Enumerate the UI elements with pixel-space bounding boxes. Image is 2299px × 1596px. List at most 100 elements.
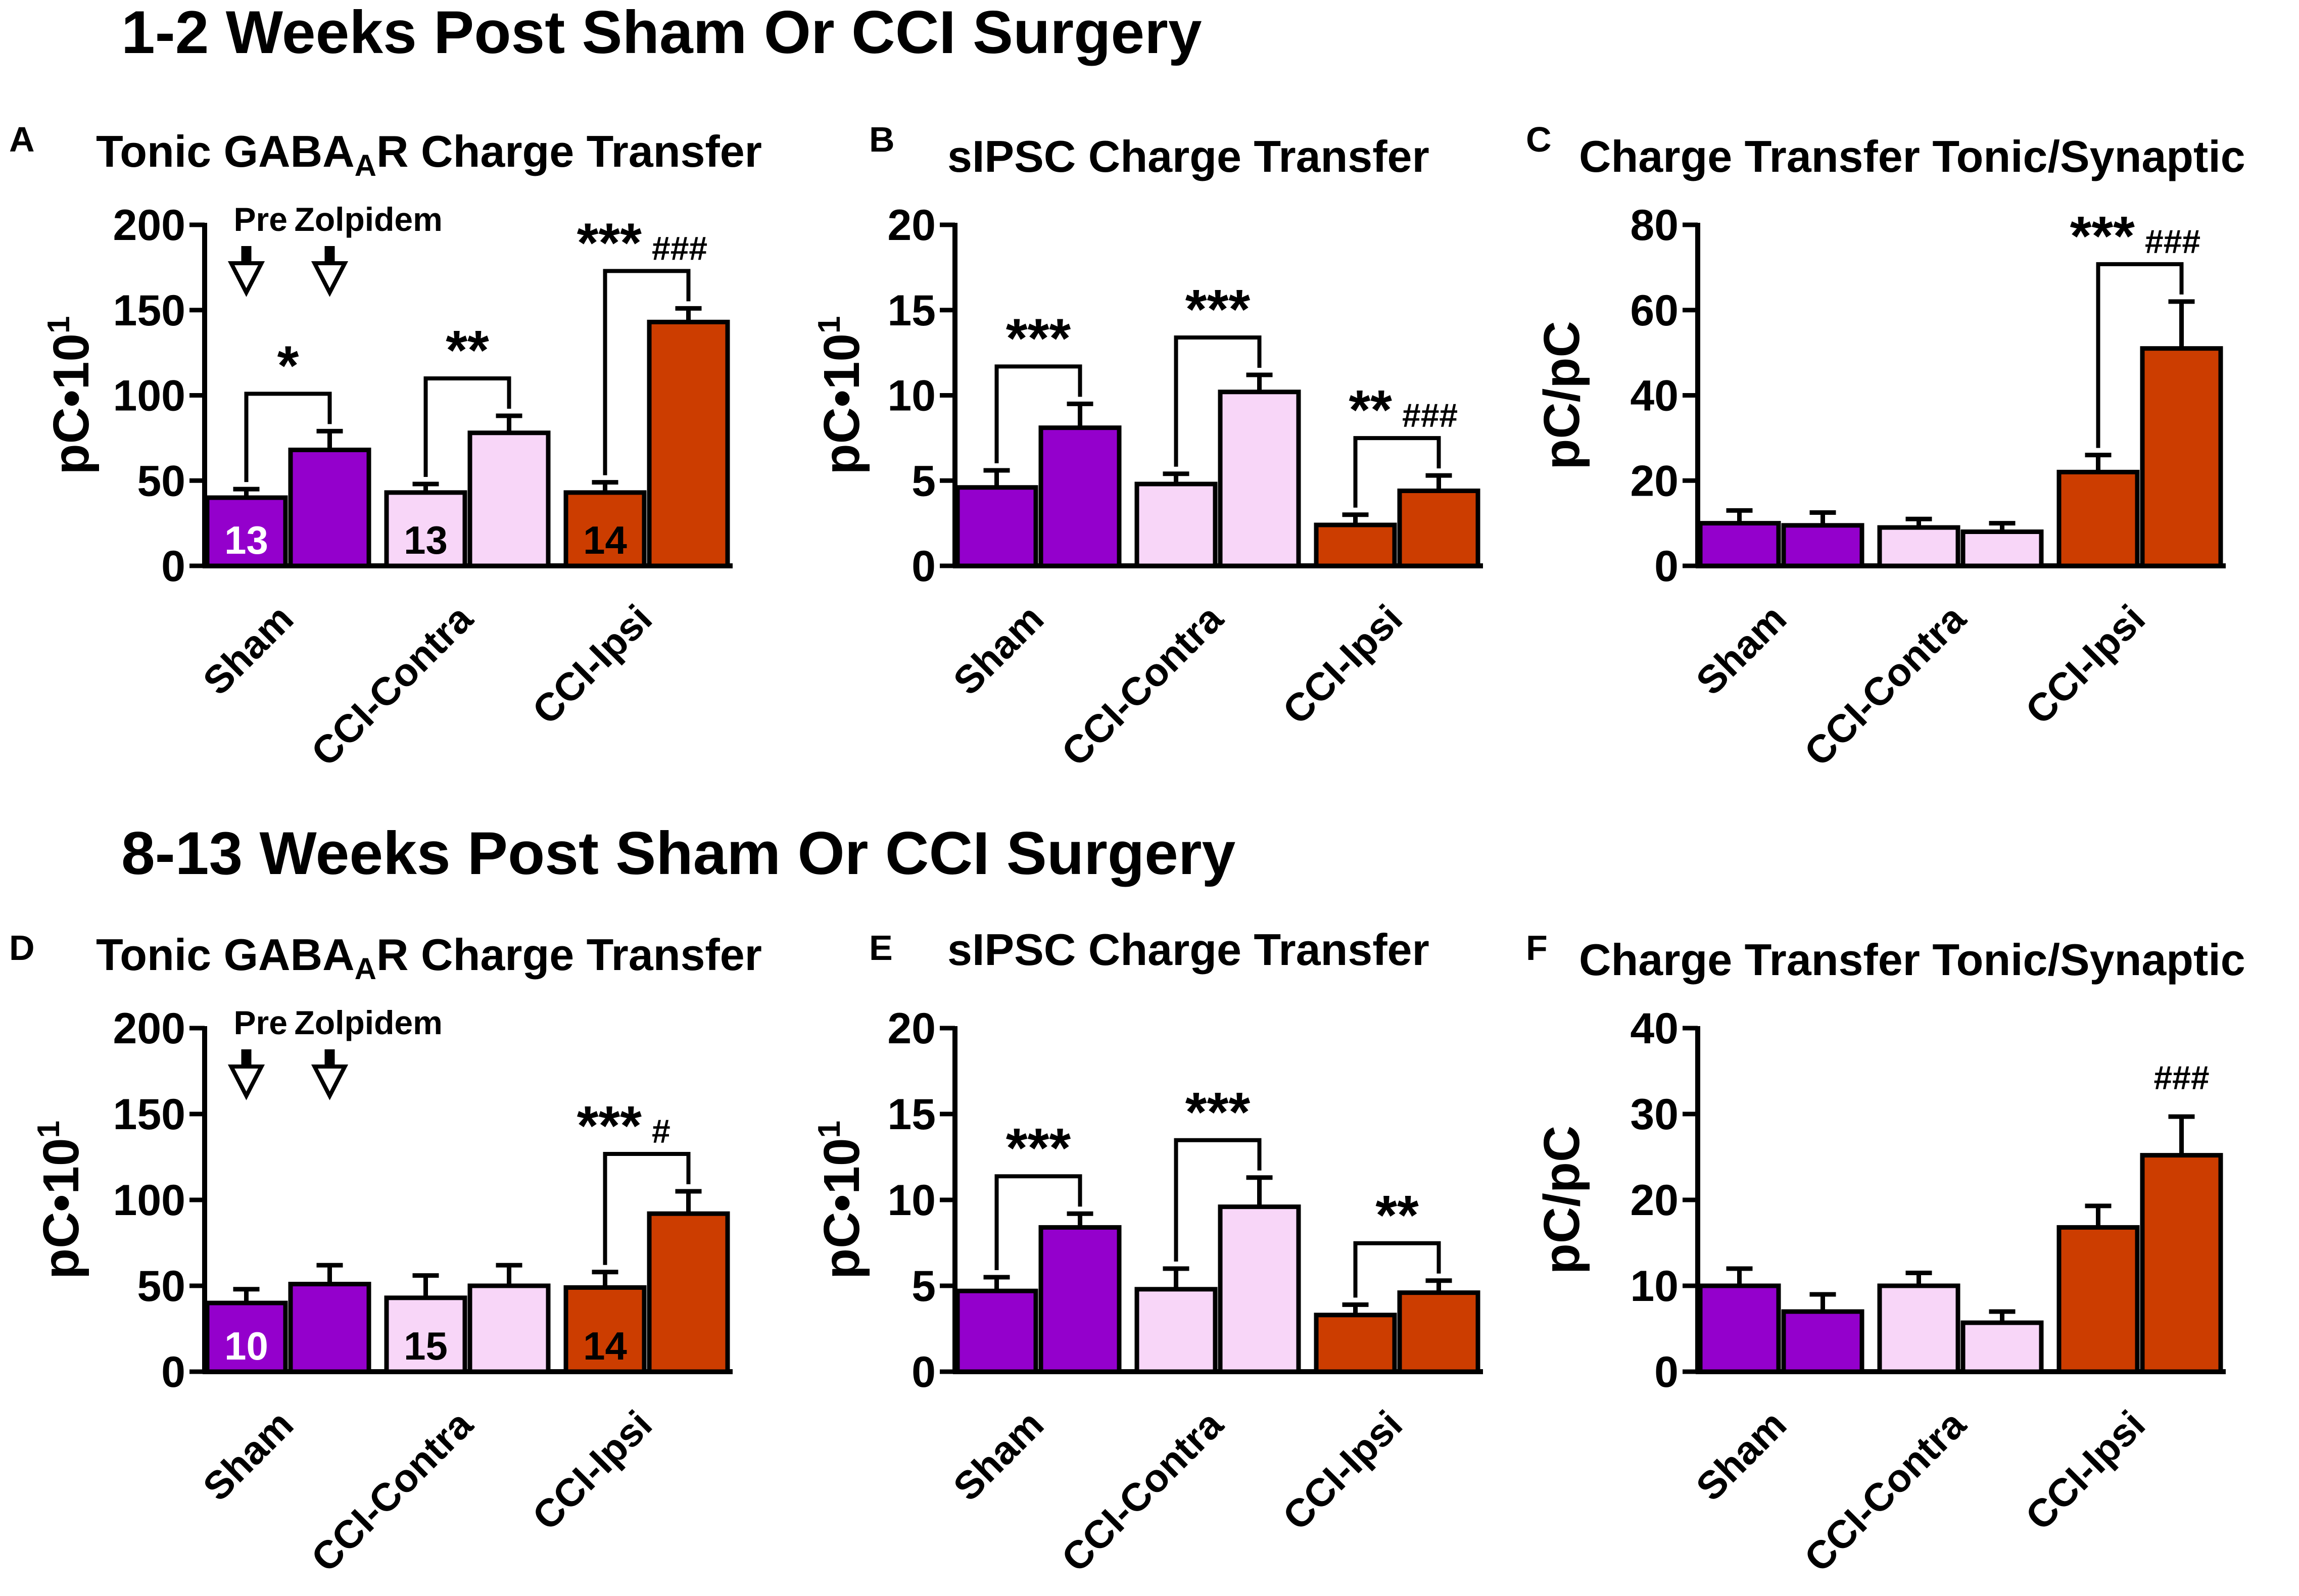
category-label: Sham bbox=[1688, 1402, 1795, 1509]
y-axis-label-superscript: 1 bbox=[41, 316, 76, 333]
panel-c: C Charge Transfer Tonic/Synaptic pC/pC 0 20 4… bbox=[1526, 120, 2245, 775]
y-axis-label-superscript: 1 bbox=[31, 1121, 66, 1138]
y-tick-label: 40 bbox=[1630, 1004, 1679, 1053]
section-title-bottom: 8-13 Weeks Post Sham Or CCI Surgery bbox=[121, 819, 1236, 887]
category-label: Sham bbox=[1688, 596, 1795, 703]
panel-title: Charge Transfer Tonic/Synaptic bbox=[1579, 935, 2245, 985]
panel-title: sIPSC Charge Transfer bbox=[947, 131, 1429, 181]
bar-cci-ipsi-pre bbox=[563, 490, 647, 568]
y-tick-label: 15 bbox=[887, 286, 936, 335]
category-label: CCI-Contra bbox=[1796, 596, 1975, 775]
y-axis-label-superscript: 1 bbox=[812, 316, 847, 333]
y-tick-label: 40 bbox=[1630, 372, 1679, 420]
arrow-stem bbox=[241, 246, 252, 262]
n-label: 15 bbox=[404, 1324, 448, 1368]
y-tick-label: 200 bbox=[113, 1004, 186, 1053]
y-axis-label: pC/pC bbox=[1534, 321, 1590, 469]
panel-letter: A bbox=[9, 120, 35, 159]
bar-cci-ipsi-zolpidem bbox=[647, 319, 730, 568]
panel-d: D Tonic GABAAR Charge TransferpC•10105010… bbox=[9, 928, 762, 1580]
y-axis-label-superscript: 1 bbox=[812, 1121, 847, 1138]
panel-title-subscript: A bbox=[355, 149, 376, 182]
y-tick-label: 15 bbox=[887, 1090, 936, 1139]
y-axis-label-main: pC•10 bbox=[43, 333, 100, 475]
panel-title-main: sIPSC Charge Transfer bbox=[947, 925, 1429, 975]
y-tick-label: 0 bbox=[1654, 1348, 1679, 1396]
y-axis-label: pC/pC bbox=[1534, 1126, 1590, 1274]
category-label: Sham bbox=[195, 596, 302, 703]
bar-cci-contra-pre bbox=[384, 1295, 467, 1374]
y-axis-label: pC•101 bbox=[812, 1121, 870, 1279]
condition-label: Pre bbox=[234, 201, 288, 238]
y-tick-label: 10 bbox=[1630, 1262, 1679, 1311]
bar-cci-contra-zolpidem bbox=[1960, 529, 2044, 568]
y-tick-label: 30 bbox=[1630, 1090, 1679, 1139]
bar-cci-ipsi-pre bbox=[2056, 1225, 2140, 1374]
panel-title: Tonic GABAAR Charge Transfer bbox=[96, 930, 762, 986]
y-tick-label: 0 bbox=[161, 542, 185, 591]
panel-title-suffix: R Charge Transfer bbox=[376, 930, 762, 980]
bar-cci-contra-pre bbox=[1877, 525, 1960, 568]
bar-sham-zolpidem bbox=[1038, 425, 1122, 568]
y-axis-label-main: pC•10 bbox=[813, 1138, 870, 1279]
panel-letter: F bbox=[1526, 928, 1548, 968]
significance-hash: ### bbox=[652, 229, 707, 267]
significance-stars: *** bbox=[1185, 1081, 1251, 1143]
panel-title: Charge Transfer Tonic/Synaptic bbox=[1579, 131, 2245, 181]
bar-sham-zolpidem bbox=[1038, 1225, 1122, 1374]
panel-title-main: Charge Transfer Tonic/Synaptic bbox=[1579, 935, 2245, 985]
condition-label: Zolpidem bbox=[295, 1004, 443, 1041]
significance-stars: *** bbox=[577, 1095, 642, 1157]
significance-stars: *** bbox=[1185, 278, 1251, 341]
significance-bracket bbox=[423, 376, 511, 477]
bar-cci-contra-pre bbox=[384, 490, 467, 568]
bar-sham-pre bbox=[955, 485, 1038, 568]
y-tick-label: 20 bbox=[1630, 1176, 1679, 1225]
category-label: CCI-Contra bbox=[303, 596, 482, 775]
bar-cci-contra-zolpidem bbox=[467, 1283, 551, 1374]
y-tick-label: 0 bbox=[912, 1348, 936, 1396]
panel-letter: B bbox=[869, 120, 895, 159]
significance-stars: * bbox=[277, 334, 299, 397]
down-arrow-icon bbox=[311, 261, 349, 297]
panel-title: Tonic GABAAR Charge Transfer bbox=[96, 126, 762, 182]
n-label: 14 bbox=[583, 1324, 627, 1368]
arrow-stem bbox=[324, 1049, 335, 1066]
y-axis-label-main: pC/pC bbox=[1534, 321, 1590, 469]
category-label: CCI-Ipsi bbox=[2017, 1402, 2153, 1539]
panel-title-suffix: R Charge Transfer bbox=[376, 126, 762, 176]
significance-stars: ** bbox=[1349, 379, 1392, 441]
panel-title-main: Tonic GABA bbox=[96, 126, 355, 176]
significance-bracket bbox=[244, 392, 332, 482]
bar-sham-pre bbox=[205, 495, 288, 568]
y-tick-label: 150 bbox=[113, 1090, 186, 1139]
category-label: CCI-Ipsi bbox=[523, 1402, 660, 1539]
significance-hash: ### bbox=[2153, 1059, 2209, 1096]
n-label: 14 bbox=[583, 518, 627, 562]
bar-sham-zolpidem bbox=[288, 1282, 371, 1374]
significance-bracket bbox=[603, 1152, 691, 1265]
y-tick-label: 5 bbox=[912, 457, 936, 505]
bar-sham-pre bbox=[1698, 1283, 1781, 1374]
significance-stars: *** bbox=[2070, 205, 2135, 267]
category-label: CCI-Ipsi bbox=[2017, 596, 2153, 733]
significance-bracket bbox=[1174, 335, 1262, 467]
significance-bracket bbox=[2096, 262, 2184, 448]
panel-letter: E bbox=[869, 928, 893, 968]
panel-title-subscript: A bbox=[355, 952, 376, 986]
section-title-top: 1-2 Weeks Post Sham Or CCI Surgery bbox=[121, 0, 1202, 66]
y-axis-label: pC•101 bbox=[31, 1121, 89, 1279]
significance-bracket bbox=[603, 269, 691, 475]
condition-label: Pre bbox=[234, 1004, 288, 1041]
panel-title-main: Charge Transfer Tonic/Synaptic bbox=[1579, 131, 2245, 181]
y-tick-label: 20 bbox=[1630, 457, 1679, 505]
y-tick-label: 5 bbox=[912, 1262, 936, 1311]
bar-sham-zolpidem bbox=[1781, 1309, 1864, 1374]
bar-cci-ipsi-pre bbox=[2056, 469, 2140, 568]
category-label: CCI-Contra bbox=[1796, 1401, 1975, 1580]
y-tick-label: 80 bbox=[1630, 201, 1679, 250]
bar-cci-contra-zolpidem bbox=[1218, 1204, 1301, 1374]
category-label: CCI-Contra bbox=[1053, 596, 1232, 775]
bar-cci-ipsi-zolpidem bbox=[1397, 489, 1480, 568]
